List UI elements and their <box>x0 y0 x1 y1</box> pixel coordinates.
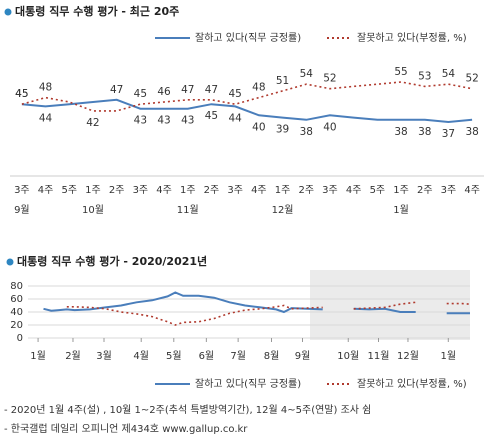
data-label: 48 <box>252 82 265 94</box>
data-label: 39 <box>276 124 289 136</box>
x-tick-label: 2주 <box>204 185 220 196</box>
x-tick-label: 3주 <box>441 185 457 196</box>
x-tick-label: 10월 <box>337 350 359 362</box>
series-line <box>43 291 470 315</box>
x-tick-label: 2주 <box>109 185 125 196</box>
data-label: 55 <box>394 66 407 78</box>
y-tick-label: 60 <box>10 294 23 305</box>
series-line <box>21 98 473 124</box>
data-label: 45 <box>15 88 28 100</box>
data-label: 38 <box>394 126 407 138</box>
data-label: 54 <box>442 68 456 80</box>
x-tick-label: 12월 <box>397 350 419 362</box>
data-label: 52 <box>465 73 478 85</box>
x-tick-label: 1월 <box>441 350 457 362</box>
x-tick-sublabel: 9월 <box>14 204 30 216</box>
data-label: 45 <box>15 88 28 100</box>
data-label: 54 <box>300 68 314 80</box>
x-tick-label: 5주 <box>61 185 77 196</box>
data-label: 52 <box>323 73 336 85</box>
data-label: 53 <box>418 70 431 82</box>
data-label: 45 <box>205 110 218 122</box>
data-label: 47 <box>110 84 123 96</box>
y-tick-label: 20 <box>10 320 23 331</box>
x-tick-label: 2주 <box>417 185 433 196</box>
data-label: 48 <box>39 82 52 94</box>
x-tick-label: 4주 <box>346 185 362 196</box>
data-label: 45 <box>134 88 147 100</box>
legend-label: 잘못하고 있다(부정률, %) <box>357 377 467 390</box>
chart-title: 대통령 직무 수행 평가 - 2020/2021년 <box>17 254 207 268</box>
data-label: 43 <box>134 115 147 127</box>
x-tick-label: 3주 <box>227 185 243 196</box>
data-label: 38 <box>300 126 313 138</box>
data-label: 47 <box>205 84 218 96</box>
x-tick-sublabel: 12월 <box>272 204 294 216</box>
data-label: 42 <box>86 117 99 129</box>
x-tick-label: 3주 <box>133 185 149 196</box>
series-line <box>21 81 473 112</box>
x-tick-label: 8월 <box>264 350 280 362</box>
shaded-period <box>310 270 470 340</box>
x-tick-label: 3주 <box>14 185 30 196</box>
x-tick-label: 4월 <box>133 350 149 362</box>
x-tick-label: 1주 <box>85 185 101 196</box>
x-tick-label: 4주 <box>38 185 54 196</box>
x-tick-label: 1주 <box>180 185 196 196</box>
x-tick-label: 7월 <box>230 350 246 362</box>
x-tick-label: 2월 <box>65 350 81 362</box>
x-tick-label: 3월 <box>96 350 112 362</box>
data-label: 38 <box>418 126 431 138</box>
data-label: 43 <box>181 115 194 127</box>
series-line <box>66 301 471 326</box>
x-tick-label: 2주 <box>298 185 314 196</box>
y-tick-label: 0 <box>17 333 23 344</box>
x-tick-label: 4주 <box>251 185 267 196</box>
data-label: 40 <box>252 121 265 133</box>
data-label: 45 <box>228 88 241 100</box>
x-tick-label: 5주 <box>370 185 386 196</box>
x-tick-label: 5월 <box>166 350 182 362</box>
data-label: 47 <box>181 84 194 96</box>
title-dot <box>6 258 14 266</box>
data-label: 44 <box>228 112 242 124</box>
footnote: - 2020년 1월 4주(설) , 10월 1~2주(추석 특별방역기간), … <box>4 404 371 416</box>
y-tick-label: 80 <box>10 281 23 292</box>
y-tick-label: 40 <box>10 307 23 318</box>
x-tick-sublabel: 1월 <box>393 204 409 216</box>
data-label: 38 <box>465 126 478 138</box>
x-tick-label: 9월 <box>295 350 311 362</box>
chart-title: 대통령 직무 수행 평가 - 최근 20주 <box>15 4 179 18</box>
legend-label: 잘하고 있다(직무 긍정률) <box>195 31 301 44</box>
data-label: 43 <box>157 115 170 127</box>
title-dot <box>4 8 12 16</box>
x-tick-label: 4주 <box>464 185 480 196</box>
data-label: 40 <box>323 121 336 133</box>
x-tick-label: 1주 <box>393 185 409 196</box>
x-tick-label: 1주 <box>275 185 291 196</box>
footnote: - 한국갤럽 데일리 오피니언 제434호 www.gallup.co.kr <box>4 423 248 435</box>
legend-label: 잘하고 있다(직무 긍정률) <box>195 377 301 390</box>
data-label: 37 <box>442 128 455 140</box>
legend-label: 잘못하고 있다(부정률, %) <box>357 31 467 44</box>
data-label: 46 <box>157 86 171 98</box>
data-label: 44 <box>39 112 53 124</box>
x-tick-label: 4주 <box>156 185 172 196</box>
x-tick-sublabel: 11월 <box>177 204 199 216</box>
x-tick-label: 3주 <box>322 185 338 196</box>
x-tick-label: 1월 <box>30 350 46 362</box>
x-tick-label: 11월 <box>368 350 390 362</box>
x-tick-label: 6월 <box>199 350 215 362</box>
x-tick-sublabel: 10월 <box>82 204 104 216</box>
data-label: 51 <box>276 75 289 87</box>
